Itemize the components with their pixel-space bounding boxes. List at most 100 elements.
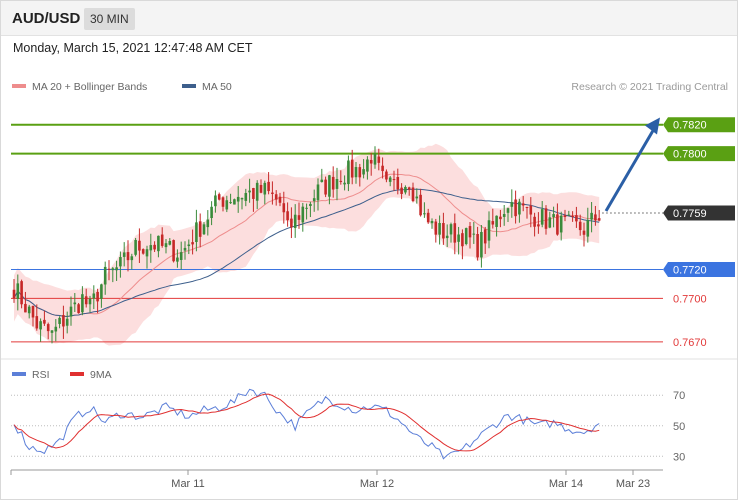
interval-button[interactable]: 30 MIN [84,8,135,30]
candle-body [366,159,369,172]
candle-body [312,198,316,202]
candle-body [335,178,339,189]
candle-body [35,316,39,329]
time-axis: Mar 11 Mar 12 Mar 14 Mar 23 [10,469,663,490]
candle-body [103,266,107,285]
time-tick-label: Mar 23 [616,478,650,490]
bollinger-band [14,143,600,346]
candle-body [354,167,358,178]
candle-body [343,182,346,185]
candle-body [54,326,58,332]
candle-body [96,291,99,302]
candle-body [153,244,156,250]
candle-body [267,181,270,192]
candle-body [324,179,327,195]
candle-body [472,233,476,235]
candle-body [301,206,305,223]
rsi-panel: RSI 9MA 70 50 30 [11,369,685,463]
candle-body [556,214,559,235]
candle-body [438,222,441,235]
candle-body [271,192,274,194]
candle-body [157,235,160,252]
candle-body [172,240,175,262]
candle-body [480,231,483,258]
candle-body [369,159,373,164]
candle-body [594,214,597,221]
legend-label: MA 20 + Bollinger Bands [32,81,147,93]
candle-body [65,318,69,326]
candle-body [62,315,65,327]
candle-body [115,267,118,271]
candle-body [575,215,578,222]
candle-body [210,206,213,219]
candle-body [392,179,396,181]
research-credit: Research © 2021 Trading Central [571,81,728,93]
candle-body [134,239,137,255]
candle-body [529,205,533,215]
candle-body [502,214,506,217]
candle-body [483,229,487,244]
candle-body [510,202,514,207]
candle-body [388,177,392,182]
candle-body [339,180,343,182]
candle-body [461,233,464,247]
moving-average-layer [13,173,600,318]
level-label-0.7800: 0.7800 [673,149,707,161]
level-tag-0.7720 [663,261,735,277]
candle-body [187,244,191,247]
candle-body [426,212,430,223]
rsi-tick-label: 30 [673,451,685,463]
candle-body [495,215,498,227]
candle-body [316,184,320,201]
candle-body [491,221,495,225]
candle-body [286,211,289,221]
price-legend: MA 20 + Bollinger Bands MA 50 [12,81,232,93]
candle-body [423,213,426,215]
candle-body [12,289,16,299]
candle-body [464,228,468,245]
candle-body [293,214,297,228]
level-tag-0.7820 [663,117,735,133]
level-label-0.7700: 0.7700 [673,293,707,305]
chart-datetime: Monday, March 15, 2021 12:47:48 AM CET [13,41,253,55]
candle-body [229,202,232,204]
candle-body [149,245,153,251]
overlay-layer: 0.7759 [602,117,735,221]
candle-body [590,212,593,220]
candle-body [20,281,23,305]
candle-body [43,319,46,324]
candle-body [244,192,248,201]
candle-body [381,165,384,172]
candle-body [400,187,403,194]
candle-body [544,208,548,229]
candle-body [214,195,217,207]
candle-body [100,284,103,299]
candle-body [58,317,61,324]
candle-body [377,156,381,163]
candle-body [567,214,571,216]
rsi-legend-label: RSI [32,369,50,381]
candle-body [347,160,350,185]
candle-body [506,208,510,213]
candle-body [449,224,453,235]
rsi-tick-label: 70 [673,390,685,402]
level-tag-0.7800 [663,146,735,162]
candle-body [46,324,50,332]
candle-body [328,175,331,197]
candle-body [396,177,400,190]
candle-body [236,196,240,202]
candle-body [130,256,134,261]
candle-body [358,167,362,178]
candle-body [263,182,267,195]
candle-body [119,257,122,267]
candle-body [164,243,168,248]
candle-body [191,242,194,245]
candle-body [571,215,574,217]
candles-layer [12,146,601,344]
time-tick-label: Mar 11 [171,478,204,490]
level-label-0.7670: 0.7670 [673,337,707,349]
candle-body [39,321,42,330]
candle-body [81,294,84,313]
candle-body [179,252,183,260]
